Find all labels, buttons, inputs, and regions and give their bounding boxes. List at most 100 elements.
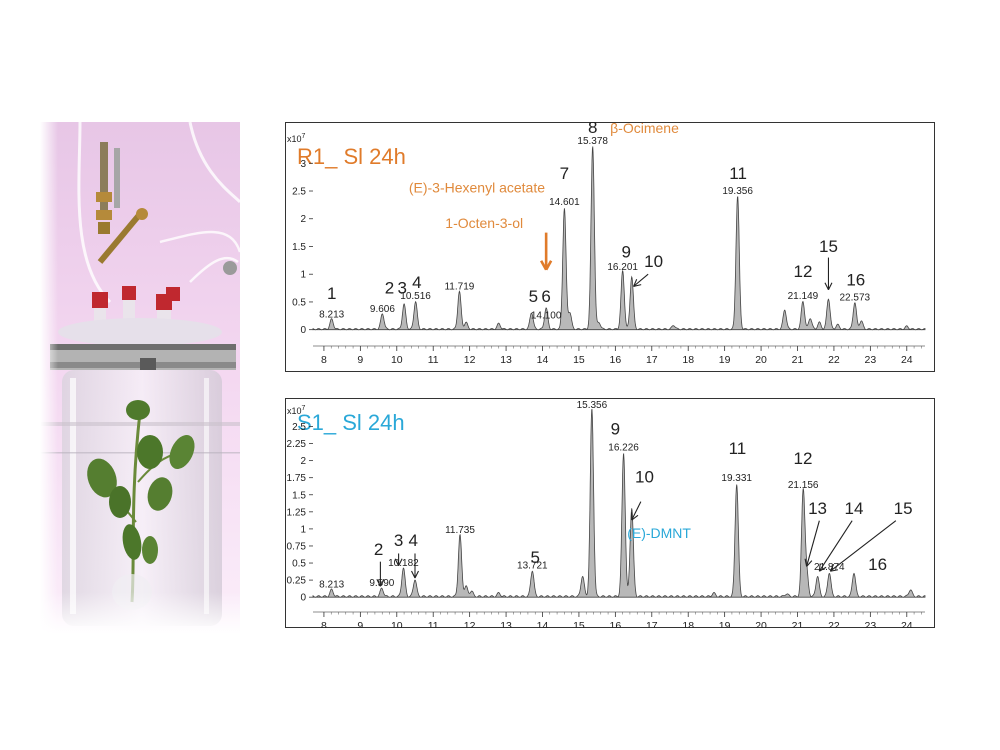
peak-number-label: 5 — [530, 548, 539, 567]
arrow-head — [376, 579, 385, 587]
chromatogram-trace-s1 — [312, 409, 926, 598]
annotation-arrows — [376, 501, 897, 587]
y-multiplier-exponent: 7 — [302, 405, 306, 412]
retention-time-label: 14.601 — [549, 197, 580, 208]
peak-number-label: 16 — [846, 270, 865, 289]
x-tick-label: 16 — [610, 354, 622, 366]
y-multiplier-base: x10 — [287, 134, 302, 144]
arrow-head — [631, 512, 639, 521]
retention-time-label: 15.356 — [577, 400, 608, 411]
x-axis: 8 9 10 11 12 13 14 15 16 17 18 19 20 21 22 23 24 — [313, 611, 925, 628]
annotation-arrow — [540, 232, 553, 271]
compound-labels: β-Ocimene (E)-3-Hexenyl acetate 1-Octen-3-… — [409, 122, 679, 231]
retention-time-label: 22.573 — [840, 292, 871, 303]
y-tick-label: 1 — [300, 270, 306, 281]
x-tick-label: 21 — [792, 620, 804, 628]
y-tick-label: 0 — [300, 593, 306, 604]
peak-number-label: 10 — [644, 252, 663, 271]
y-tick-label: 1.5 — [292, 490, 306, 501]
compound-name-label: (E)-3-Hexenyl acetate — [409, 180, 545, 196]
peak-number-label: 8 — [588, 122, 597, 137]
x-tick-label: 14 — [537, 354, 549, 366]
x-tick-label: 16 — [610, 620, 622, 628]
annotation-arrow — [804, 520, 820, 567]
arrow-head — [818, 563, 827, 572]
peak-labels: 1 8.213 2 3 4 9.606 10.516 11.719 5 6 14.100 7 14.60… — [319, 122, 870, 322]
arrow-head — [540, 260, 553, 271]
retention-time-label: 16.201 — [607, 262, 638, 273]
peak-number-label: 5 — [529, 287, 538, 306]
peak-number-label: 11 — [729, 164, 747, 183]
y-multiplier-exponent: 7 — [302, 133, 306, 140]
annotation-arrow — [818, 520, 853, 572]
x-tick-label: 14 — [537, 620, 549, 628]
retention-time-label: 15.378 — [577, 136, 608, 147]
x-tick-label: 12 — [464, 354, 476, 366]
arrow-shaft — [633, 273, 649, 287]
x-tick-label: 8 — [321, 354, 327, 366]
annotation-arrow — [829, 520, 897, 572]
y-tick-label: 1 — [300, 524, 306, 535]
peak-number-label: 16 — [868, 555, 887, 574]
peak-number-label: 3 — [398, 279, 407, 298]
y-tick-label: 0.75 — [287, 541, 307, 552]
compound-name-label: 1-Octen-3-ol — [445, 215, 523, 231]
retention-time-label: 11.719 — [444, 282, 474, 293]
x-tick-label: 21 — [792, 354, 804, 366]
x-tick-label: 19 — [719, 620, 731, 628]
chart-title: S1_ Sl 24h — [297, 410, 405, 435]
arrow-head — [394, 558, 403, 567]
peak-number-label: 15 — [894, 499, 913, 518]
peak-number-label: 12 — [794, 262, 813, 281]
retention-time-label: 13.721 — [517, 560, 548, 571]
x-tick-label: 20 — [755, 354, 767, 366]
x-tick-label: 22 — [828, 620, 840, 628]
y-axis: 0 0.5 1 1.5 2 2.5 3 — [292, 159, 313, 336]
annotation-arrows — [540, 232, 833, 290]
annotation-arrow — [376, 561, 385, 587]
x-tick-label: 19 — [719, 354, 731, 366]
y-tick-label: 1.25 — [287, 507, 307, 518]
y-tick-label: 0.25 — [287, 576, 307, 587]
peak-number-label: 10 — [635, 467, 654, 486]
retention-time-label: 21.874 — [814, 562, 845, 573]
compound-labels: (E)-DMNT — [627, 525, 691, 541]
retention-time-label: 11.735 — [445, 525, 475, 536]
peak-number-label: 4 — [412, 273, 421, 292]
peak-number-label: 14 — [845, 499, 864, 518]
retention-time-label: 21.156 — [788, 480, 819, 491]
x-tick-label: 11 — [428, 620, 439, 628]
x-axis: 8 9 10 11 12 13 14 15 16 17 18 19 20 21 22 23 24 — [313, 345, 925, 366]
compound-name-label: β-Ocimene — [610, 122, 679, 136]
arrow-shaft — [631, 501, 642, 521]
retention-time-label: 19.356 — [722, 186, 753, 197]
x-tick-label: 18 — [682, 620, 694, 628]
y-tick-label: 2.25 — [287, 439, 307, 450]
arrow-shaft — [829, 520, 897, 572]
annotation-arrow — [631, 501, 642, 521]
chromatogram-s1: S1_ Sl 24h x107 0 0.25 0.5 0.75 1 1.25 1.5 1.75… — [285, 398, 935, 628]
x-tick-label: 12 — [464, 620, 476, 628]
x-tick-label: 17 — [646, 620, 658, 628]
x-tick-label: 9 — [357, 354, 363, 366]
y-tick-label: 2 — [300, 214, 306, 225]
peak-number-label: 6 — [541, 287, 550, 306]
peak-number-label: 4 — [408, 531, 417, 550]
x-tick-label: 20 — [755, 620, 767, 628]
peak-number-label: 2 — [374, 540, 383, 559]
y-tick-label: 1.5 — [292, 242, 306, 253]
y-tick-label: 0.5 — [292, 559, 306, 570]
retention-time-label: 8.213 — [319, 309, 344, 320]
x-tick-label: 17 — [646, 354, 658, 366]
chromatogram-trace-r1 — [312, 146, 926, 331]
retention-time-label: 14.100 — [531, 311, 562, 322]
y-multiplier-label: x107 — [287, 133, 306, 144]
y-multiplier-base: x10 — [287, 406, 302, 416]
annotation-arrow — [411, 553, 419, 579]
x-tick-label: 8 — [321, 620, 327, 628]
arrow-shaft — [818, 520, 853, 572]
annotation-arrow — [394, 553, 403, 567]
chromatogram-r1: R1_ Sl 24h x107 00.511.522.53 8 9 10 11 12 13… — [285, 122, 935, 372]
x-tick-label: 13 — [500, 354, 512, 366]
arrow-head — [804, 558, 813, 567]
